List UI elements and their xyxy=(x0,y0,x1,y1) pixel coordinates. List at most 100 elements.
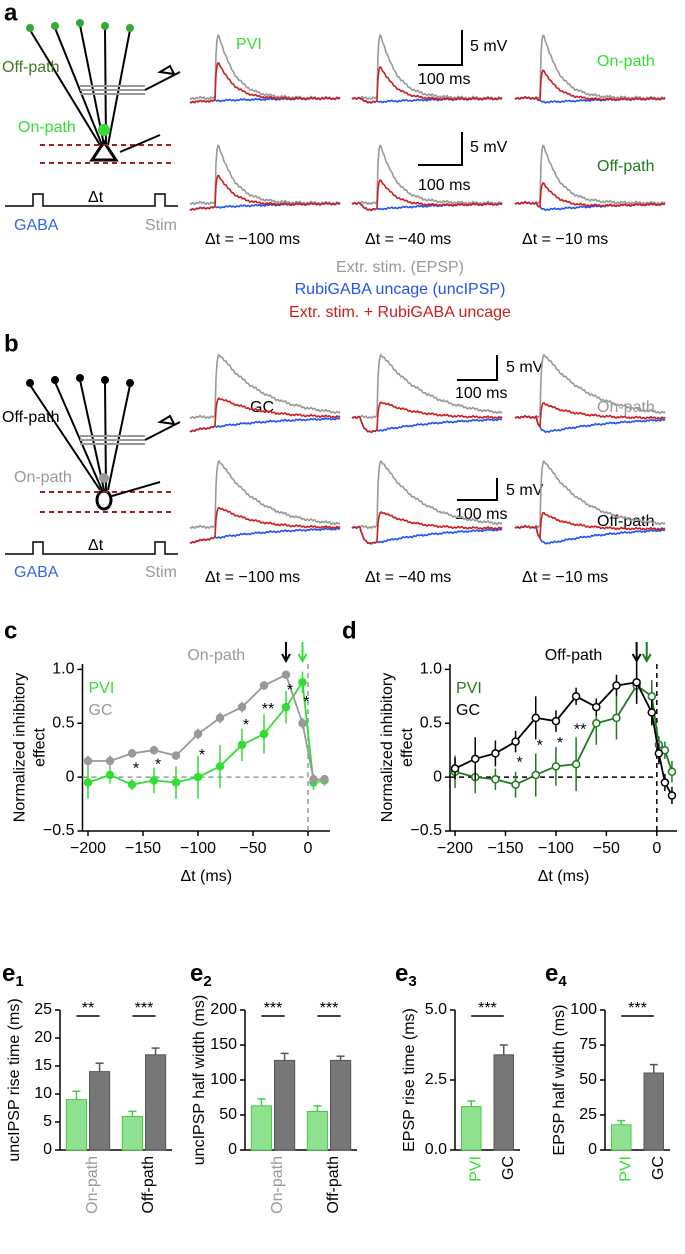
delay-label: Δt = −40 ms xyxy=(365,231,451,248)
marker xyxy=(612,713,621,723)
significance: * xyxy=(155,756,161,773)
y-tick-label: −0.5 xyxy=(410,822,442,839)
schematic-label: Δt xyxy=(88,189,104,206)
panel-letter: e xyxy=(190,960,203,987)
trace xyxy=(351,353,503,420)
trace xyxy=(514,69,666,102)
x-tick-label: −100 xyxy=(180,840,216,857)
scale-label: 100 ms xyxy=(418,71,470,88)
panel-label: e4 xyxy=(545,960,567,990)
y-tick-label: 0.5 xyxy=(52,714,74,731)
marker xyxy=(470,754,480,764)
panel-label: b xyxy=(4,330,19,357)
x-tick-label: −150 xyxy=(487,840,523,857)
significance: * xyxy=(287,682,293,699)
y-axis-label: EPSP half width (ms) xyxy=(551,1005,568,1156)
significance: * xyxy=(303,694,309,711)
marker xyxy=(320,775,329,784)
y-tick-label: 0 xyxy=(433,768,442,785)
significance: * xyxy=(516,754,522,771)
row-label: Off-path xyxy=(597,158,655,175)
trace xyxy=(189,527,341,544)
marker xyxy=(83,756,93,766)
marker xyxy=(647,708,657,717)
trace xyxy=(189,33,341,101)
bar xyxy=(274,1059,296,1151)
peak-arrow xyxy=(281,642,291,664)
x-axis-label: Δt (ms) xyxy=(180,868,232,885)
significance: *** xyxy=(135,1000,154,1017)
x-tick-label: GC xyxy=(500,1156,517,1180)
y-tick-label: 1.0 xyxy=(52,661,74,678)
y-tick-label: 0.0 xyxy=(425,1141,447,1158)
trace xyxy=(189,144,341,206)
marker xyxy=(531,713,541,723)
cell-type: PVI xyxy=(236,36,262,53)
significance: * xyxy=(133,760,139,777)
y-axis-label: uncIPSP rise time (ms) xyxy=(6,998,23,1161)
trace xyxy=(189,397,341,433)
bar xyxy=(330,1059,352,1151)
trace xyxy=(351,459,503,530)
panel-label: e2 xyxy=(190,960,212,990)
trace xyxy=(514,181,666,208)
significance: ** xyxy=(82,1000,94,1017)
y-axis-label: Normalized inhibitory xyxy=(12,673,29,822)
panel-subscript: 2 xyxy=(203,973,211,990)
trace xyxy=(351,66,503,104)
schematic-label: Stim xyxy=(145,217,177,234)
bar xyxy=(121,1115,143,1151)
schematic-label: Δt xyxy=(88,537,104,554)
y-axis-label: uncIPSP half width (ms) xyxy=(191,995,208,1165)
x-tick-label: 0 xyxy=(652,840,661,857)
marker xyxy=(551,716,561,726)
marker xyxy=(551,762,561,771)
x-tick-label: −50 xyxy=(593,840,620,857)
panel-letter: e xyxy=(395,960,408,987)
significance: *** xyxy=(628,1000,647,1017)
y-tick-label: 20 xyxy=(34,1029,52,1046)
chart-title: On-path xyxy=(187,647,245,664)
significance: *** xyxy=(320,1000,339,1017)
legend-entry: PVI xyxy=(456,680,482,697)
delay-label: Δt = −10 ms xyxy=(522,231,608,248)
scale-label: 5 mV xyxy=(506,482,544,499)
schematic-label: Off-path xyxy=(2,409,60,426)
marker xyxy=(511,737,520,746)
legend-entry: GC xyxy=(89,702,113,719)
x-tick-label: 0 xyxy=(304,840,313,857)
bar xyxy=(89,1071,111,1151)
marker xyxy=(298,719,307,728)
schematic-label: Off-path xyxy=(2,59,60,76)
significance: ** xyxy=(262,701,274,718)
y-tick-label: 75 xyxy=(579,1036,597,1053)
trace xyxy=(351,510,503,545)
peak-arrow xyxy=(641,642,652,664)
marker xyxy=(667,767,677,776)
delay-label: Δt = −100 ms xyxy=(205,569,300,586)
cell-type: GC xyxy=(250,399,274,416)
peak-arrow xyxy=(297,642,308,664)
marker xyxy=(667,791,677,800)
panel-subscript: 3 xyxy=(408,973,416,990)
marker xyxy=(215,713,225,723)
x-tick-label: On-path xyxy=(269,1156,286,1214)
marker xyxy=(281,702,291,712)
marker xyxy=(531,770,541,780)
marker xyxy=(83,778,93,787)
marker xyxy=(491,749,500,758)
panel-subscript: 1 xyxy=(15,973,23,990)
marker xyxy=(511,780,520,789)
y-tick-label: 25 xyxy=(579,1106,597,1123)
row-label: On-path xyxy=(597,53,655,70)
x-tick-label: −100 xyxy=(538,840,574,857)
y-tick-label: 50 xyxy=(219,1106,237,1123)
marker xyxy=(612,681,621,690)
y-axis-label: effect xyxy=(399,728,416,767)
delay-label: Δt = −100 ms xyxy=(205,231,300,248)
schematic xyxy=(5,374,181,555)
delay-label: Δt = −40 ms xyxy=(365,569,451,586)
marker xyxy=(127,749,137,758)
scale-label: 100 ms xyxy=(418,177,470,194)
